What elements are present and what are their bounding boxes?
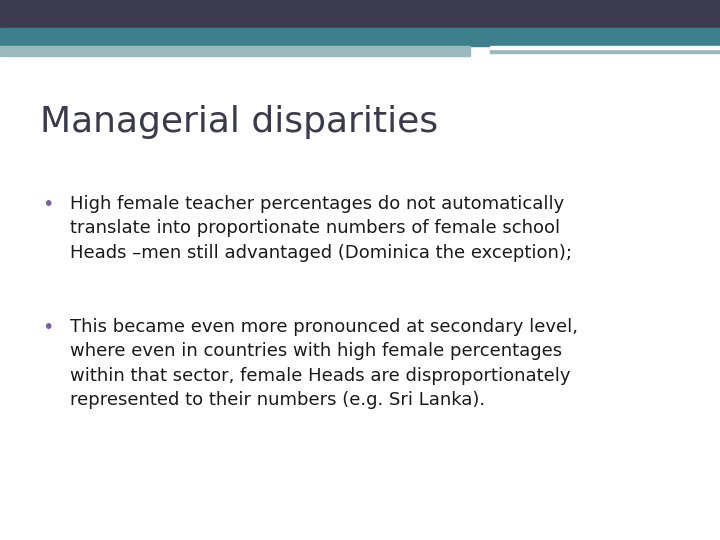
Bar	[490, 46, 720, 49]
Text: •: •	[42, 318, 53, 337]
Text: This became even more pronounced at secondary level,
where even in countries wit: This became even more pronounced at seco…	[70, 318, 578, 409]
Bar	[0, 28, 720, 46]
Text: High female teacher percentages do not automatically
translate into proportionat: High female teacher percentages do not a…	[70, 195, 572, 261]
Bar	[0, 0, 720, 28]
Text: •: •	[42, 195, 53, 214]
Bar	[490, 47, 720, 53]
Bar	[0, 46, 470, 56]
Text: Managerial disparities: Managerial disparities	[40, 105, 438, 139]
